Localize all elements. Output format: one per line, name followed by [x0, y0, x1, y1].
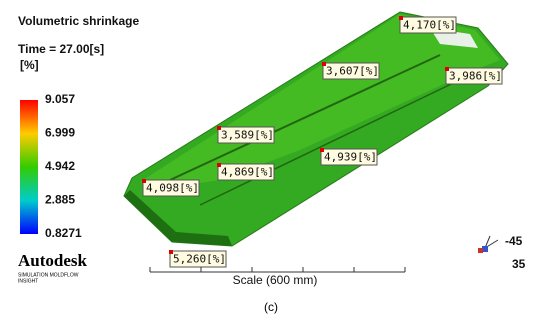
legend-tick: 6.999 — [45, 126, 75, 140]
probe-label: 3,986[%] — [449, 70, 502, 83]
time: Time = 27.00[s] — [18, 42, 104, 56]
unit: [%] — [20, 58, 39, 72]
logo-sub: INSIGHT — [18, 278, 38, 284]
probe-label: 5,260[%] — [173, 253, 226, 266]
legend-tick: 9.057 — [45, 92, 75, 106]
probe-label: 3,589[%] — [221, 129, 274, 142]
probe-label: 4,170[%] — [403, 19, 456, 32]
legend-tick: 4.942 — [45, 159, 75, 173]
axis-triad — [478, 236, 498, 253]
title: Volumetric shrinkage — [18, 14, 139, 28]
legend-tick: 0.8271 — [45, 226, 82, 240]
logo: Autodesk — [18, 251, 88, 270]
probe-label: 4,098[%] — [146, 182, 199, 195]
color-bar — [20, 100, 38, 234]
probe-label: 4,939[%] — [324, 151, 377, 164]
scale-label: Scale (600 mm) — [233, 273, 318, 287]
view-angle: -45 — [505, 234, 523, 248]
probe-label: 3,607[%] — [326, 65, 379, 78]
screenshot: Volumetric shrinkage Time = 27.00[s] [%]… — [0, 0, 543, 322]
legend-tick: 2.885 — [45, 193, 75, 207]
probe-label: 4,869[%] — [221, 166, 274, 179]
view-angle: 35 — [512, 257, 526, 271]
caption: (c) — [264, 300, 278, 314]
